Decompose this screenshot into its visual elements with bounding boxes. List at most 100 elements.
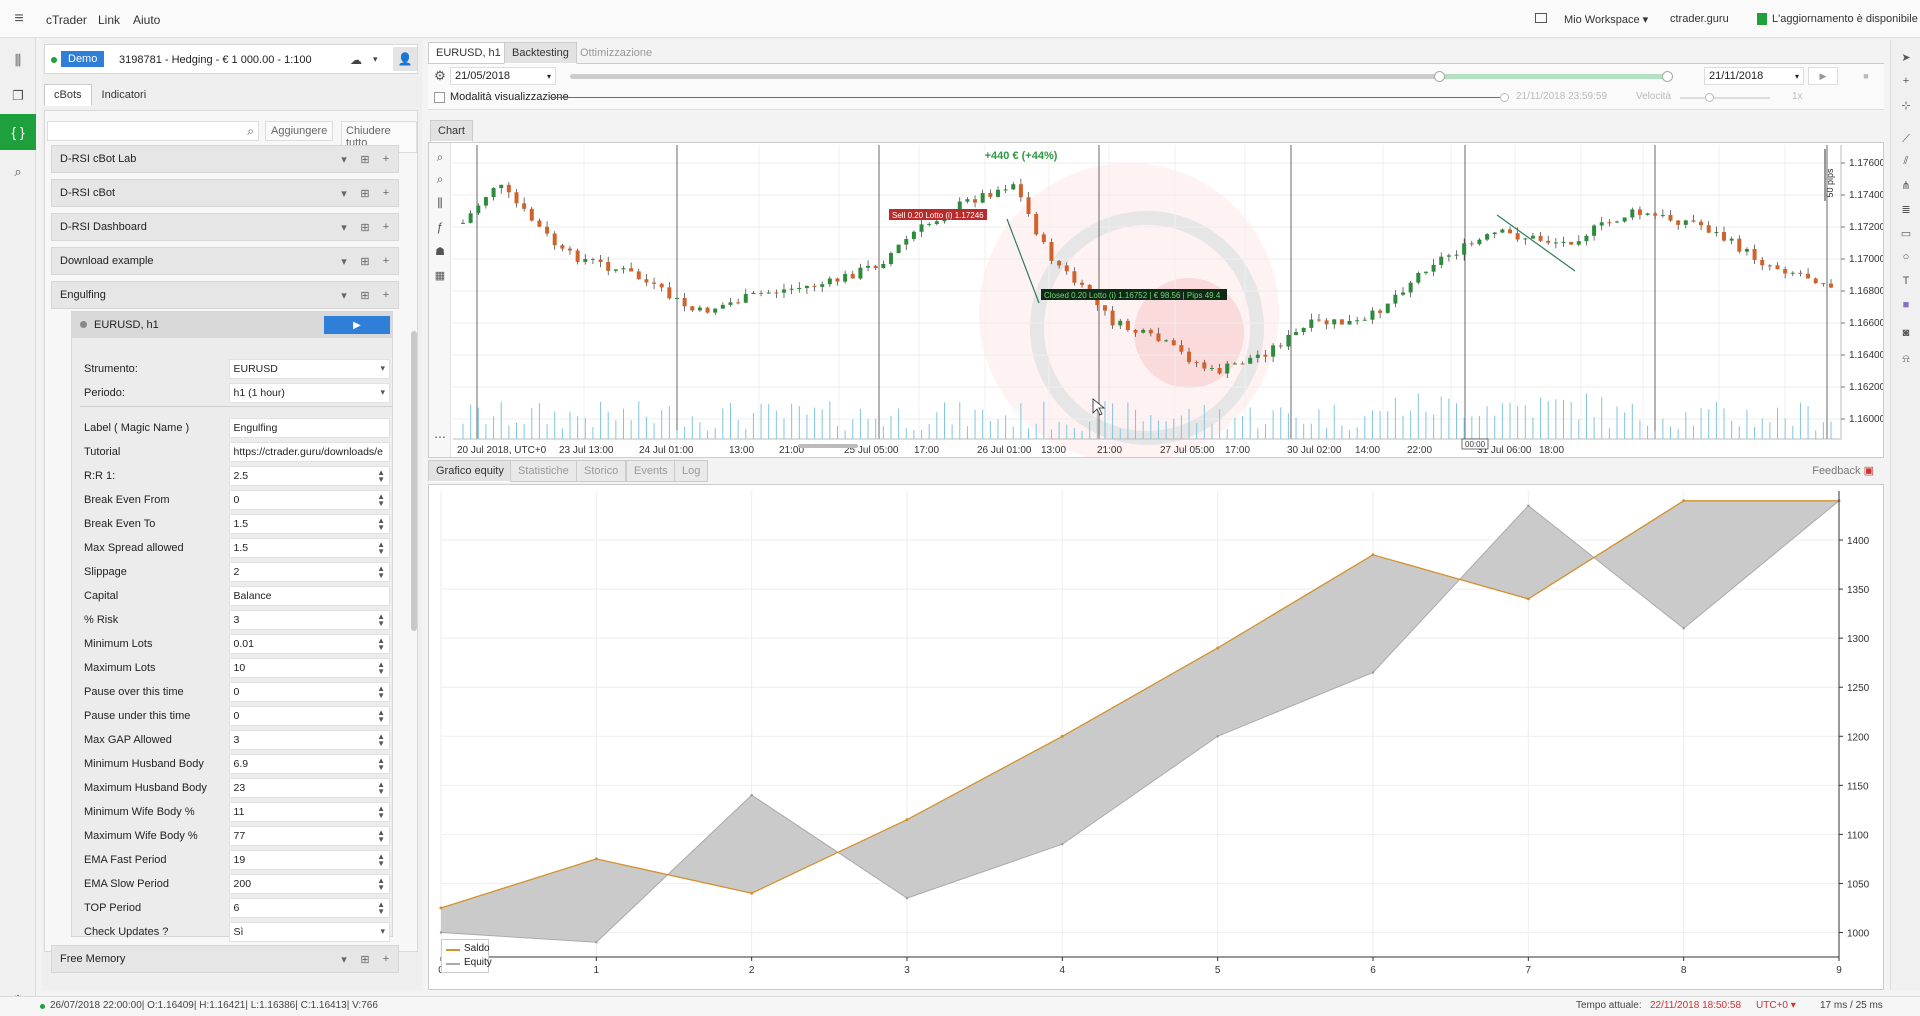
pitchfork-icon[interactable]: ⋔ [1901, 179, 1911, 192]
spinner-icon[interactable]: ▲ ▼ [377, 828, 385, 844]
add-instance-icon[interactable]: + [382, 255, 390, 267]
param-input[interactable]: h1 (1 hour) ▾ [228, 383, 390, 403]
param-input[interactable]: 10 ▲ ▼ [228, 658, 390, 678]
param-input[interactable]: 3 ▲ ▼ [228, 610, 390, 630]
from-date-input[interactable]: 21/05/2018 ▾ [450, 67, 556, 85]
spinner-icon[interactable]: ▲ ▼ [377, 900, 385, 916]
param-input[interactable]: 6 ▲ ▼ [228, 898, 390, 918]
menu-help[interactable]: Aiuto [133, 13, 161, 27]
hamburger-icon[interactable]: ≡ [14, 10, 24, 27]
candles-icon[interactable]: ⫼ [437, 195, 443, 210]
param-input[interactable]: 11 ▲ ▼ [228, 802, 390, 822]
build-icon[interactable]: ⊞ [360, 187, 370, 200]
bot-row[interactable]: Download example ▾ ⊞ + [51, 247, 399, 275]
param-input[interactable]: https://ctrader.guru/downloads/e [228, 442, 390, 462]
add-instance-icon[interactable]: + [382, 953, 390, 965]
tab-log[interactable]: Log [674, 460, 709, 482]
to-date-input[interactable]: 21/11/2018 ▾ [1704, 67, 1804, 85]
cursor-icon[interactable]: ➤ [1901, 51, 1911, 64]
param-input[interactable]: 0 ▲ ▼ [228, 682, 390, 702]
range-handle-end[interactable] [1662, 71, 1673, 82]
param-input[interactable]: 200 ▲ ▼ [228, 874, 390, 894]
chevron-down-icon[interactable]: ▾ [341, 255, 347, 268]
zoom-out-icon[interactable]: ⌕ [436, 171, 444, 186]
bot-row[interactable]: Free Memory ▾ ⊞ + [51, 945, 399, 973]
param-input[interactable]: 2.5 ▲ ▼ [228, 466, 390, 486]
param-input[interactable]: 23 ▲ ▼ [228, 778, 390, 798]
text-icon[interactable]: T [1902, 275, 1910, 287]
visual-mode-checkbox[interactable] [434, 92, 445, 103]
tab-optimization[interactable]: Ottimizzazione [580, 47, 653, 59]
build-icon[interactable]: ⊞ [360, 221, 370, 234]
chart-scrollbar[interactable] [798, 444, 858, 448]
feedback-link[interactable]: Feedback ▣ [1812, 464, 1874, 477]
param-input[interactable]: 77 ▲ ▼ [228, 826, 390, 846]
object-manager-icon[interactable]: ☗ [435, 245, 445, 258]
spinner-icon[interactable]: ▲ ▼ [377, 732, 385, 748]
spinner-icon[interactable]: ▲ ▼ [377, 756, 385, 772]
site-link[interactable]: ctrader.guru [1670, 13, 1729, 25]
menu-link[interactable]: Link [98, 13, 121, 27]
scrollbar[interactable] [411, 331, 417, 631]
param-input[interactable]: 2 ▲ ▼ [228, 562, 390, 582]
range-handle-start[interactable] [1434, 71, 1445, 82]
crosshair-icon[interactable]: + [1902, 75, 1910, 87]
spinner-icon[interactable]: ▲ ▼ [377, 780, 385, 796]
add-button[interactable]: Aggiungere [265, 121, 334, 141]
ellipse-icon[interactable]: ○ [1902, 251, 1910, 263]
spinner-icon[interactable]: ▲ ▼ [377, 468, 385, 484]
param-input[interactable]: 3 ▲ ▼ [228, 730, 390, 750]
camera-icon[interactable]: ◙ [1902, 327, 1910, 339]
add-instance-icon[interactable]: + [382, 289, 390, 301]
spinner-icon[interactable]: ▲ ▼ [377, 660, 385, 676]
more-icon[interactable]: ⋯ [434, 430, 446, 444]
param-input[interactable]: EURUSD ▾ [228, 359, 390, 379]
zoom-in-icon[interactable]: ⌕ [436, 149, 444, 164]
chevron-down-icon[interactable]: ▾ [341, 953, 347, 966]
automate-icon[interactable]: { } [0, 114, 36, 150]
param-input[interactable]: 1.5 ▲ ▼ [228, 514, 390, 534]
rectangle-icon[interactable]: ▭ [1900, 227, 1912, 240]
chevron-down-icon[interactable]: ▾ [341, 221, 347, 234]
stop-icon[interactable]: ■ [1863, 71, 1869, 81]
bot-row[interactable]: D-RSI Dashboard ▾ ⊞ + [51, 213, 399, 241]
cloud-icon[interactable]: ☁ [350, 53, 362, 67]
price-chart[interactable]: Sell 0.20 Lotto (i) 1.17246 Closed 0.20 L… [428, 142, 1884, 458]
add-instance-icon[interactable]: + [382, 153, 390, 165]
param-input[interactable]: Engulfing [228, 418, 390, 438]
gear-icon[interactable]: ⚙ [434, 68, 446, 83]
param-input[interactable]: 1.5 ▲ ▼ [228, 538, 390, 558]
param-input[interactable]: Balance [228, 586, 390, 606]
spinner-icon[interactable]: ▲ ▼ [377, 564, 385, 580]
spinner-icon[interactable]: ▲ ▼ [377, 684, 385, 700]
bot-row[interactable]: Engulfing ▾ ⊞ + [51, 281, 399, 309]
chevron-down-icon[interactable]: ▾ [341, 187, 347, 200]
bot-row[interactable]: D-RSI cBot ▾ ⊞ + [51, 179, 399, 207]
chevron-down-icon[interactable]: ▾ [380, 926, 385, 936]
param-input[interactable]: 6.9 ▲ ▼ [228, 754, 390, 774]
indicator-icon[interactable]: ƒ [436, 220, 444, 234]
play-button[interactable]: ▶ [324, 316, 390, 334]
build-icon[interactable]: ⊞ [360, 153, 370, 166]
build-icon[interactable]: ⊞ [360, 289, 370, 302]
trendline-icon[interactable]: ⟋ [1902, 132, 1910, 145]
play-button[interactable]: ▶ [1808, 67, 1838, 85]
chevron-down-icon[interactable]: ▾ [373, 54, 378, 64]
menu-ctrader[interactable]: cTrader [46, 13, 87, 27]
template-icon[interactable]: ▦ [434, 269, 446, 282]
spinner-icon[interactable]: ▲ ▼ [377, 516, 385, 532]
copy-icon[interactable]: ❐ [12, 88, 24, 103]
tab-chart-symbol[interactable]: EURUSD, h1 [428, 42, 509, 64]
tab-chart[interactable]: Chart [430, 120, 473, 142]
chevron-down-icon[interactable]: ▾ [341, 153, 347, 166]
range-slider[interactable] [570, 71, 1673, 82]
build-icon[interactable]: ⊞ [360, 953, 370, 966]
search-input[interactable]: ⌕ [47, 121, 259, 141]
spinner-icon[interactable]: ▲ ▼ [377, 708, 385, 724]
spinner-icon[interactable]: ▲ ▼ [377, 492, 385, 508]
user-icon[interactable]: 👤 [393, 47, 417, 71]
analyze-icon[interactable]: ⌕ [14, 164, 22, 179]
add-instance-icon[interactable]: + [382, 221, 390, 233]
add-instance-icon[interactable]: + [382, 187, 390, 199]
speed-handle[interactable] [1705, 93, 1714, 102]
